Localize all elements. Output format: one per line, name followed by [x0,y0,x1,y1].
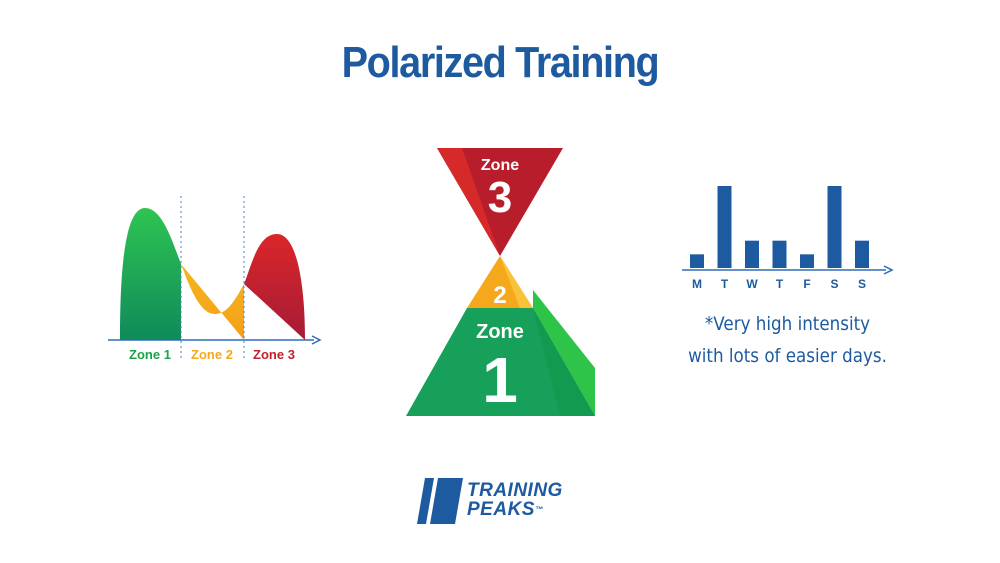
logo-stripes-icon [417,478,463,524]
zone1-area [120,208,181,340]
zone1-number: 1 [482,344,518,416]
week-bar-3 [772,240,787,268]
polarized-note: *Very high intensity with lots of easier… [671,308,904,372]
zone1-triangle-side-dark [533,308,595,416]
logo-line-2: PEAKS [467,499,535,520]
axis-arrow-icon [311,335,322,345]
logo-trademark: ™ [534,505,544,514]
zone3-number: 3 [488,173,512,222]
week-bar-0 [690,254,704,268]
zone1-label: Zone 1 [129,347,171,362]
day-label-4: F [803,277,810,291]
zone-pyramid: Zone 3 2 Zone 1 [406,148,595,416]
week-bar-4 [800,254,814,268]
day-label-2: W [746,277,758,291]
day-label-3: T [776,277,784,291]
zone3-triangle-shade [437,148,500,256]
note-line-2: with lots of easier days. [688,345,887,367]
note-line-1: *Very high intensity [704,313,871,335]
day-label-0: M [692,277,702,291]
week-bar-6 [855,240,869,268]
zone2-area [181,264,244,340]
week-bar-1 [717,186,732,268]
intensity-distribution-chart: Zone 1 Zone 2 Zone 3 [108,196,322,362]
trainingpeaks-logo: TRAINING PEAKS™ [417,478,597,524]
zone2-label: Zone 2 [191,347,233,362]
zone3-area [244,234,305,340]
day-label-6: S [858,277,866,291]
zone1-triangle-side [533,290,595,416]
week-axis-arrow-icon [883,265,894,275]
week-bar-2 [745,240,759,268]
logo-line-1: TRAINING [467,480,563,501]
week-bar-5 [827,186,842,268]
logo-text: TRAINING PEAKS™ [467,481,563,519]
day-label-1: T [721,277,729,291]
zone3-label: Zone 3 [253,347,295,362]
zone2-triangle-shade [500,256,533,308]
zone2-number: 2 [493,282,506,309]
zone3-word: Zone [481,157,519,174]
day-label-5: S [830,277,838,291]
zone1-word: Zone [476,321,524,343]
page-title: Polarized Training [341,38,660,87]
